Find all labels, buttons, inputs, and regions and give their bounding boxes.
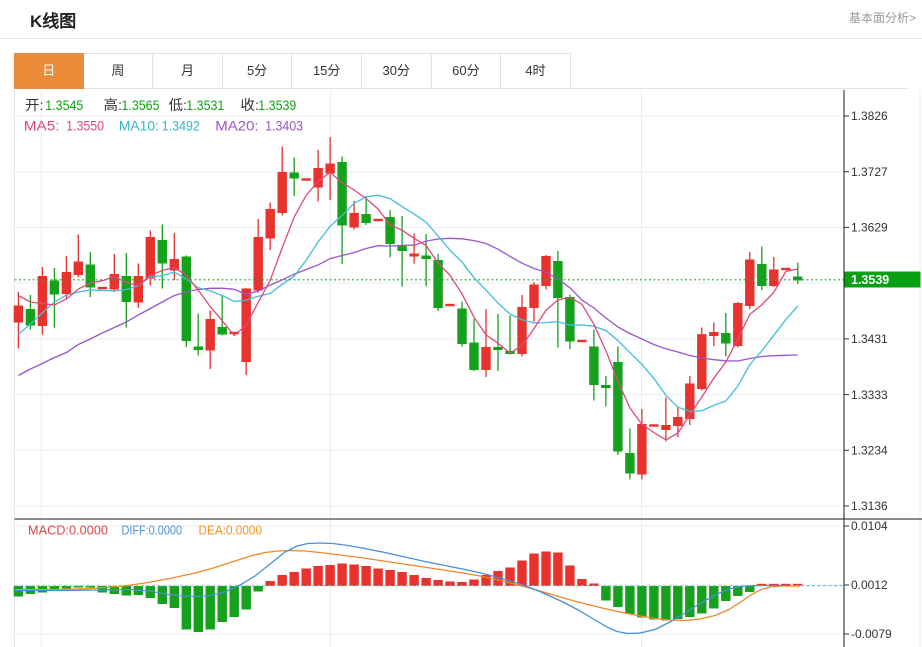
svg-text:0.0104: 0.0104 — [851, 519, 888, 533]
svg-text:1.3531: 1.3531 — [186, 97, 224, 113]
svg-text:1.3492: 1.3492 — [162, 118, 200, 134]
svg-text:MA20:: MA20: — [215, 118, 258, 134]
svg-text:DIFF:0.0000: DIFF:0.0000 — [122, 523, 183, 538]
svg-text:1.3136: 1.3136 — [851, 499, 888, 513]
svg-text:MA5:: MA5: — [24, 118, 60, 134]
svg-text:1.3565: 1.3565 — [122, 97, 160, 113]
svg-text:1.3826: 1.3826 — [851, 109, 888, 123]
svg-text:1.3333: 1.3333 — [851, 388, 888, 402]
svg-text:1.3550: 1.3550 — [66, 118, 104, 134]
svg-text:1.3403: 1.3403 — [265, 118, 303, 134]
svg-text:1.3539: 1.3539 — [258, 97, 296, 113]
svg-text:1.3539: 1.3539 — [851, 273, 889, 287]
svg-text:1.3431: 1.3431 — [851, 332, 888, 346]
svg-text:DEA:0.0000: DEA:0.0000 — [199, 523, 263, 538]
svg-text:MACD:0.0000: MACD:0.0000 — [28, 523, 108, 538]
svg-text:1.3629: 1.3629 — [851, 221, 888, 235]
svg-text:开:: 开: — [25, 97, 44, 113]
svg-text:1.3234: 1.3234 — [851, 444, 888, 458]
svg-text:1.3727: 1.3727 — [851, 165, 888, 179]
svg-text:高:: 高: — [104, 97, 123, 113]
svg-text:-0.0079: -0.0079 — [851, 627, 892, 641]
svg-text:收:: 收: — [241, 97, 260, 113]
svg-text:MA10:: MA10: — [119, 118, 159, 134]
svg-text:低:: 低: — [169, 97, 188, 113]
svg-text:0.0012: 0.0012 — [851, 578, 888, 592]
svg-text:1.3545: 1.3545 — [45, 97, 83, 113]
